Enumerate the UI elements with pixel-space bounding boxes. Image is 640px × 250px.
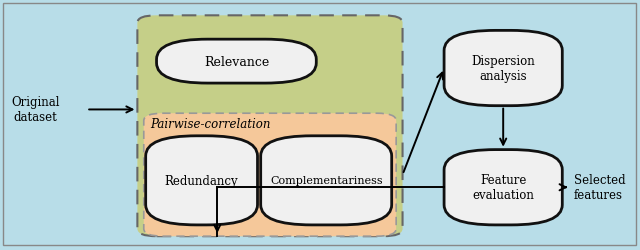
Text: Feature
evaluation: Feature evaluation xyxy=(472,174,534,202)
FancyBboxPatch shape xyxy=(444,150,563,225)
FancyBboxPatch shape xyxy=(146,136,257,225)
Text: Relevance: Relevance xyxy=(204,56,269,68)
Text: Redundancy: Redundancy xyxy=(164,174,239,187)
FancyBboxPatch shape xyxy=(444,31,563,106)
Text: Original
dataset: Original dataset xyxy=(11,96,60,124)
Text: Complementariness: Complementariness xyxy=(270,176,383,186)
Text: Pairwise-correlation: Pairwise-correlation xyxy=(150,117,271,130)
FancyBboxPatch shape xyxy=(260,136,392,225)
FancyBboxPatch shape xyxy=(144,114,396,236)
FancyBboxPatch shape xyxy=(157,40,316,84)
Text: Dispersion
analysis: Dispersion analysis xyxy=(471,55,535,83)
Text: Selected
features: Selected features xyxy=(574,174,625,202)
FancyBboxPatch shape xyxy=(138,16,403,236)
